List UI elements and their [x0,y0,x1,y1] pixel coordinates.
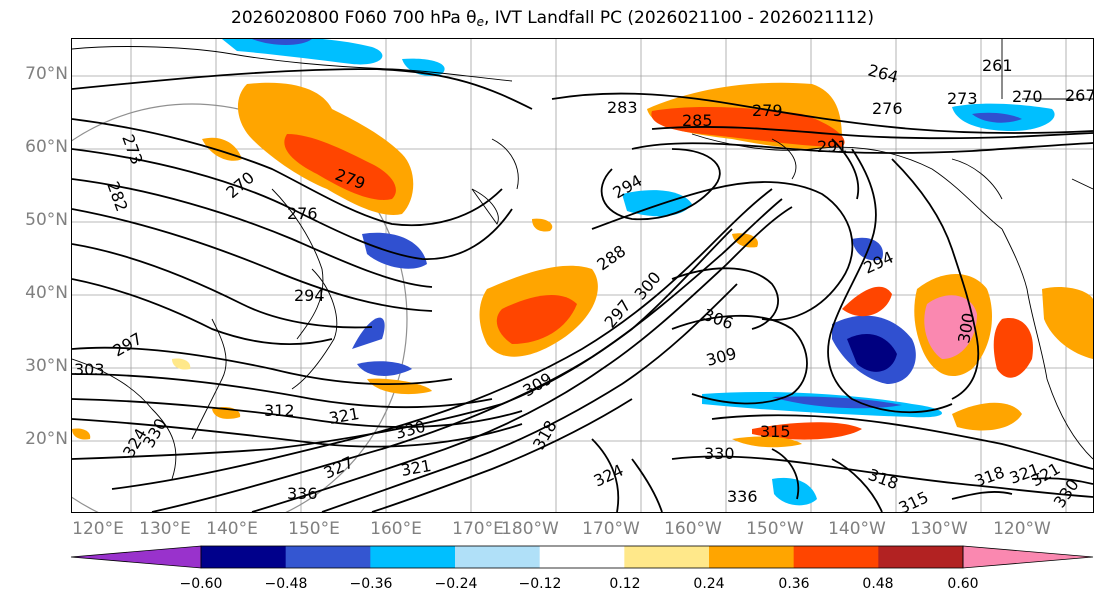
lon-label-180w: 180°W [501,519,559,539]
lon-label-150w: 150°W [746,519,804,539]
contour-label: 294 [294,286,325,305]
contour-label: 276 [287,204,318,223]
contour-label: 276 [872,99,903,118]
theta-e-contours [72,68,1093,512]
lon-label-140e: 140°E [206,519,258,539]
contour-label: 270 [222,168,258,202]
map-svg: 264 261 273 270 267 276 279 283 285 291 … [72,39,1093,512]
title-subscript: e [476,15,484,29]
lon-label-150e: 150°E [288,519,340,539]
colorbar [70,545,1094,569]
contour-label: 309 [704,344,738,370]
contour-label: 273 [947,89,978,108]
colorbar-segment [709,546,795,568]
contour-label: 282 [103,179,131,214]
contour-label: 306 [701,305,736,333]
lat-label-60n: 60°N [25,137,68,157]
colorbar-extend-max [962,545,1094,569]
colorbar-segment [539,546,625,568]
contour-label: 324 [591,460,627,490]
contour-label: 297 [601,296,635,332]
lon-label-170e: 170°E [452,519,504,539]
colorbar-frame [200,545,964,569]
lon-label-130e: 130°E [139,519,191,539]
contour-label: 297 [110,329,146,361]
contour-label: 300 [631,268,665,304]
colorbar-segment [285,546,371,568]
colorbar-tick: −0.60 [179,576,223,592]
title-prefix: 2026020800 F060 700 hPa θ [231,8,477,28]
coastlines [72,39,1093,480]
colorbar-segments [70,545,1094,569]
contour-label: 336 [727,487,758,506]
figure-title: 2026020800 F060 700 hPa θe, IVT Landfall… [0,8,1105,29]
contour-label: 288 [593,241,629,274]
colorbar-tick: 0.60 [947,576,979,592]
contour-label: 321 [399,456,432,480]
lon-label-120e: 120°E [72,519,124,539]
lat-label-50n: 50°N [25,210,68,230]
lon-label-120w: 120°W [993,519,1051,539]
lon-label-160w: 160°W [664,519,722,539]
colorbar-tick: −0.12 [518,576,562,592]
contour-label: 303 [74,360,105,379]
colorbar-segment [201,546,287,568]
colorbar-tick: −0.36 [349,576,393,592]
contour-label: 327 [321,452,357,482]
contour-label: 315 [760,422,791,441]
lat-label-40n: 40°N [25,283,68,303]
colorbar-segment [878,546,964,568]
contour-label: 279 [752,101,783,120]
colorbar-tick: −0.48 [264,576,308,592]
contour-label: 309 [520,369,556,401]
shading-layer [72,39,1093,506]
colorbar-tick: −0.24 [434,576,478,592]
graticule [72,39,1093,512]
lon-label-170w: 170°W [582,519,640,539]
map-panel: 264 261 273 270 267 276 279 283 285 291 … [71,38,1094,513]
colorbar-segment [455,546,541,568]
lon-label-130w: 130°W [910,519,968,539]
lat-label-70n: 70°N [25,64,68,84]
contour-label: 330 [704,444,735,463]
lat-label-30n: 30°N [25,356,68,376]
colorbar-segment [624,546,710,568]
contour-label: 330 [393,417,427,443]
contour-label: 261 [982,56,1013,75]
contour-label: 312 [264,401,295,420]
colorbar-segment [793,546,879,568]
lon-label-140w: 140°W [828,519,886,539]
contour-label: 318 [866,465,901,493]
contour-label: 273 [118,132,146,167]
colorbar-segment [370,546,456,568]
lon-label-160e: 160°E [370,519,422,539]
contour-label: 315 [896,487,932,512]
contour-label: 285 [682,111,713,130]
contour-label: 283 [607,98,638,117]
colorbar-tick: 0.48 [862,576,894,592]
contour-label: 318 [972,462,1007,490]
contour-label: 267 [1065,86,1093,105]
contour-label: 264 [866,61,900,87]
contour-label: 291 [817,137,848,156]
title-suffix: , IVT Landfall PC (2026021100 - 20260211… [483,8,874,28]
colorbar-tick: 0.12 [609,576,641,592]
colorbar-tick: 0.24 [693,576,725,592]
lat-label-20n: 20°N [25,429,68,449]
contour-label: 336 [287,484,318,503]
colorbar-extend-min [70,545,202,569]
contour-label: 270 [1012,87,1043,106]
colorbar-tick: 0.36 [778,576,810,592]
